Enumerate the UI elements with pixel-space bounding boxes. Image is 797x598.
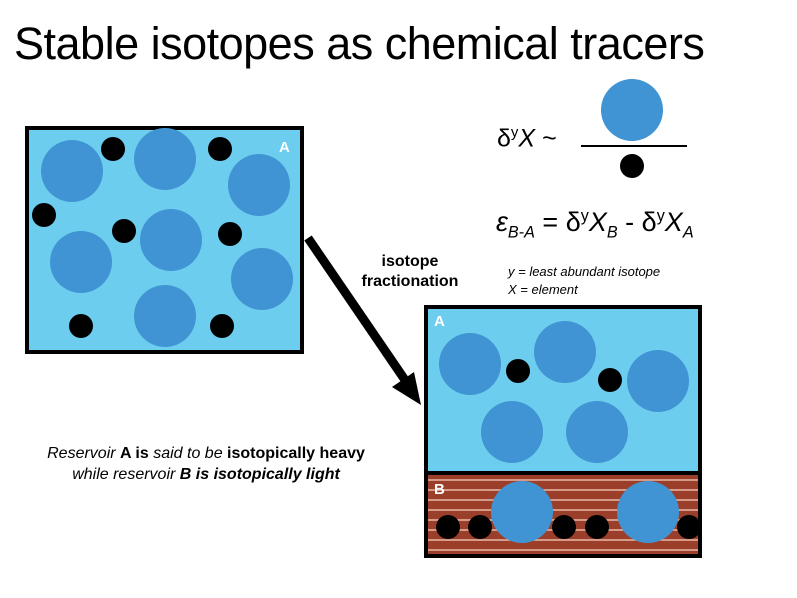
reservoir-a-after-label: A [434,313,445,330]
light-isotope [436,515,460,539]
heavy-isotope [50,231,112,293]
heavy-isotope [140,209,202,271]
heavy-isotope [481,401,543,463]
legend-y: y = least abundant isotope [508,264,661,279]
heavy-isotope [566,401,628,463]
light-isotope [218,222,242,246]
slide-title: Stable isotopes as chemical tracers [14,18,705,69]
heavy-isotope [231,248,293,310]
light-isotope [585,515,609,539]
reservoir-a-label: A [279,139,290,156]
heavy-isotope [41,140,103,202]
light-isotope [112,219,136,243]
reservoir-after-outline [424,305,702,558]
light-isotope [552,515,576,539]
heavy-isotope [439,333,501,395]
heavy-isotope [134,285,196,347]
reservoir-b [426,473,701,556]
light-isotope [69,314,93,338]
light-isotope [101,137,125,161]
light-isotope [210,314,234,338]
epsilon-formula: εB-A = δyXB - δyXA [496,207,694,242]
fractionation-arrow [304,235,421,405]
fractionation-label-line2: fractionation [361,273,459,290]
light-isotope [598,368,622,392]
fractionation-label: isotope fractionation [344,252,476,292]
heavy-isotope [627,350,689,412]
light-isotope [208,137,232,161]
heavy-isotope [601,79,663,141]
heavy-isotope [534,321,596,383]
heavy-isotope [228,154,290,216]
fractionation-label-line1: isotope [381,253,439,270]
heavy-isotope [617,481,679,543]
light-isotope [468,515,492,539]
heavy-isotope [491,481,553,543]
light-isotope [32,203,56,227]
light-isotope [620,154,644,178]
ratio-fraction [581,79,687,178]
caption: Reservoir A is said to be isotopically h… [47,445,365,483]
reservoir-b-label: B [434,481,445,498]
light-isotope [506,359,530,383]
light-isotope [677,515,701,539]
delta-formula: δyX ~ [497,124,557,153]
reservoir-a-after [426,307,700,473]
legend-x: X = element [508,282,578,297]
reservoir-a-initial [25,126,304,354]
heavy-isotope [134,128,196,190]
